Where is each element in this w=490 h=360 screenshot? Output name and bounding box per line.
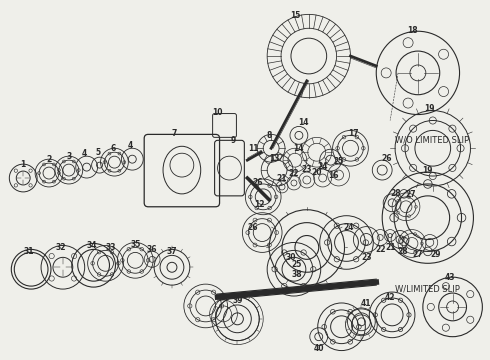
Text: 14: 14 xyxy=(294,144,304,153)
Text: 37: 37 xyxy=(167,247,177,256)
Text: 27: 27 xyxy=(413,250,423,259)
Text: 28: 28 xyxy=(398,247,408,256)
Text: 26: 26 xyxy=(252,179,263,188)
Text: 5: 5 xyxy=(95,148,100,157)
Text: 23: 23 xyxy=(361,253,371,262)
Text: 30: 30 xyxy=(286,253,296,262)
Text: 43: 43 xyxy=(444,273,455,282)
Text: 22: 22 xyxy=(375,245,386,254)
Text: 11: 11 xyxy=(248,144,259,153)
Text: 25: 25 xyxy=(292,260,302,269)
Text: 25: 25 xyxy=(333,157,344,166)
Text: 1: 1 xyxy=(21,159,26,168)
Text: 4: 4 xyxy=(128,141,133,150)
Text: W/O LIMITED SLIP: W/O LIMITED SLIP xyxy=(395,136,469,145)
Text: 27: 27 xyxy=(406,190,416,199)
Text: 4: 4 xyxy=(82,149,87,158)
Text: 10: 10 xyxy=(212,108,223,117)
Text: 39: 39 xyxy=(232,297,243,306)
Text: 31: 31 xyxy=(24,247,34,256)
Text: 26: 26 xyxy=(381,154,392,163)
Text: 40: 40 xyxy=(314,344,324,353)
Text: 28: 28 xyxy=(391,189,401,198)
Text: 42: 42 xyxy=(385,293,395,302)
Text: 21: 21 xyxy=(385,243,395,252)
Text: 18: 18 xyxy=(408,26,418,35)
Text: 35: 35 xyxy=(130,240,141,249)
Text: 22: 22 xyxy=(289,168,299,177)
Text: 32: 32 xyxy=(56,243,66,252)
Text: 6: 6 xyxy=(111,144,116,153)
Text: 2: 2 xyxy=(47,155,51,164)
Text: 24: 24 xyxy=(343,223,354,232)
Text: 23: 23 xyxy=(301,165,312,174)
Text: 17: 17 xyxy=(348,129,359,138)
Text: 41: 41 xyxy=(361,300,371,309)
Text: 13: 13 xyxy=(269,154,279,163)
Text: 38: 38 xyxy=(292,270,302,279)
Text: 20: 20 xyxy=(312,167,322,176)
Text: 14: 14 xyxy=(298,118,309,127)
Text: 16: 16 xyxy=(328,171,339,180)
Text: 9: 9 xyxy=(231,136,236,145)
Text: 33: 33 xyxy=(105,243,116,252)
Text: 21: 21 xyxy=(277,174,287,183)
Text: 36: 36 xyxy=(147,245,157,254)
Text: 34: 34 xyxy=(86,241,97,250)
Text: 19: 19 xyxy=(424,104,435,113)
Text: 15: 15 xyxy=(290,11,300,20)
Text: 19: 19 xyxy=(422,166,433,175)
Text: 7: 7 xyxy=(172,129,176,138)
Text: W/LIMITED SLIP: W/LIMITED SLIP xyxy=(395,285,460,294)
Text: 26: 26 xyxy=(247,223,258,232)
Text: 3: 3 xyxy=(66,152,72,161)
Text: 29: 29 xyxy=(431,250,441,259)
Text: 8: 8 xyxy=(267,131,272,140)
Text: 24: 24 xyxy=(318,162,328,171)
Text: 12: 12 xyxy=(254,200,265,209)
